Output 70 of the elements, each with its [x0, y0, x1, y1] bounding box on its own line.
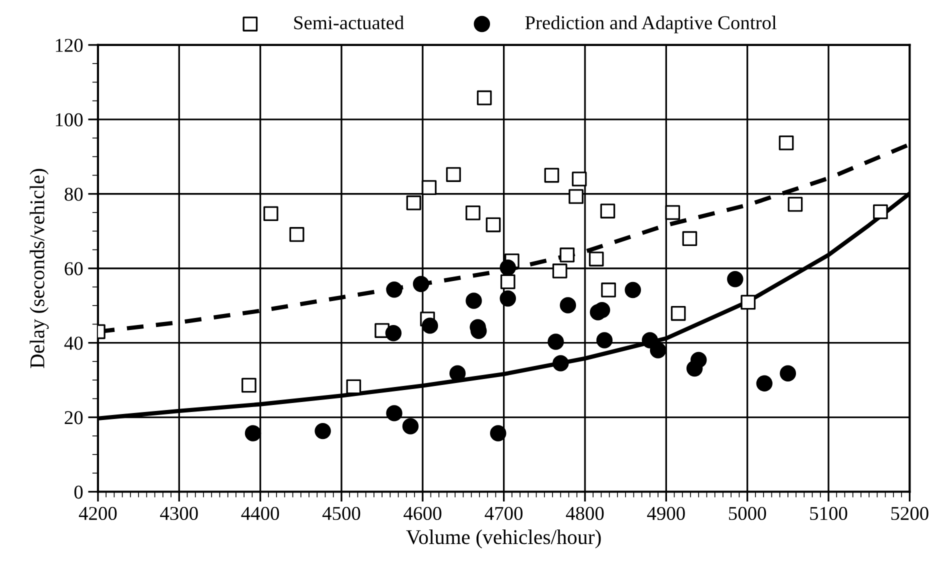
- y-tick-label: 100: [56, 113, 83, 126]
- x-tick-label: 4500: [322, 506, 360, 520]
- point: [486, 217, 501, 232]
- y-axis-title: Delay (seconds/vehicle): [30, 168, 49, 368]
- point: [596, 332, 613, 348]
- point: [466, 292, 482, 309]
- point: [642, 332, 658, 348]
- point: [242, 378, 256, 393]
- y-tick-label: 20: [64, 411, 83, 424]
- point: [650, 342, 666, 358]
- y-tick-label: 60: [64, 262, 83, 276]
- point: [665, 205, 680, 220]
- x-axis-title: Volume (vehicles/hour): [406, 530, 601, 548]
- point: [314, 422, 331, 440]
- point: [788, 196, 803, 212]
- point: [740, 294, 756, 310]
- x-tick-label: 4400: [241, 506, 280, 520]
- point: [406, 195, 422, 210]
- point: [386, 405, 402, 422]
- point: [572, 172, 587, 186]
- point: [446, 167, 461, 182]
- point: [727, 271, 744, 288]
- x-tick-label: 5100: [810, 506, 848, 520]
- point: [552, 264, 568, 278]
- y-tick-label: 120: [56, 38, 83, 52]
- point: [385, 325, 402, 342]
- point: [873, 204, 888, 220]
- point: [500, 274, 516, 290]
- point: [263, 206, 278, 222]
- point: [682, 231, 698, 246]
- point: [624, 282, 641, 298]
- legend-label: Semi-actuated: [294, 16, 404, 30]
- y-tick-label: 0: [74, 486, 83, 499]
- x-tick-label: 4300: [160, 506, 198, 520]
- legend-label: Prediction and Adaptive Control: [525, 16, 777, 34]
- point: [552, 355, 569, 372]
- x-tick-label: 4200: [78, 506, 117, 520]
- point: [422, 318, 438, 334]
- point: [600, 204, 616, 218]
- x-tick-label: 4900: [647, 506, 685, 520]
- point: [289, 227, 304, 242]
- x-tick-label: 4800: [566, 506, 604, 520]
- point: [500, 259, 516, 276]
- point: [560, 297, 576, 314]
- point: [476, 90, 492, 106]
- point: [756, 375, 772, 392]
- point: [386, 281, 402, 298]
- point: [568, 189, 584, 204]
- x-tick-label: 5200: [891, 506, 928, 520]
- point: [588, 252, 604, 266]
- y-tick-label: 80: [64, 188, 83, 201]
- point: [402, 418, 419, 434]
- point: [601, 282, 616, 298]
- point: [244, 425, 262, 442]
- point: [490, 425, 506, 442]
- x-tick-label: 5000: [729, 506, 766, 520]
- x-tick-label: 4600: [404, 506, 442, 520]
- point: [686, 360, 703, 377]
- point: [548, 334, 564, 350]
- y-tick-label: 40: [64, 336, 83, 350]
- point: [466, 205, 480, 220]
- x-tick-label: 4700: [484, 506, 523, 520]
- point: [500, 290, 516, 307]
- point: [780, 365, 796, 382]
- point: [560, 248, 575, 262]
- point: [412, 276, 430, 292]
- point: [544, 168, 560, 183]
- point: [778, 135, 794, 150]
- point: [449, 365, 466, 382]
- point: [670, 306, 686, 321]
